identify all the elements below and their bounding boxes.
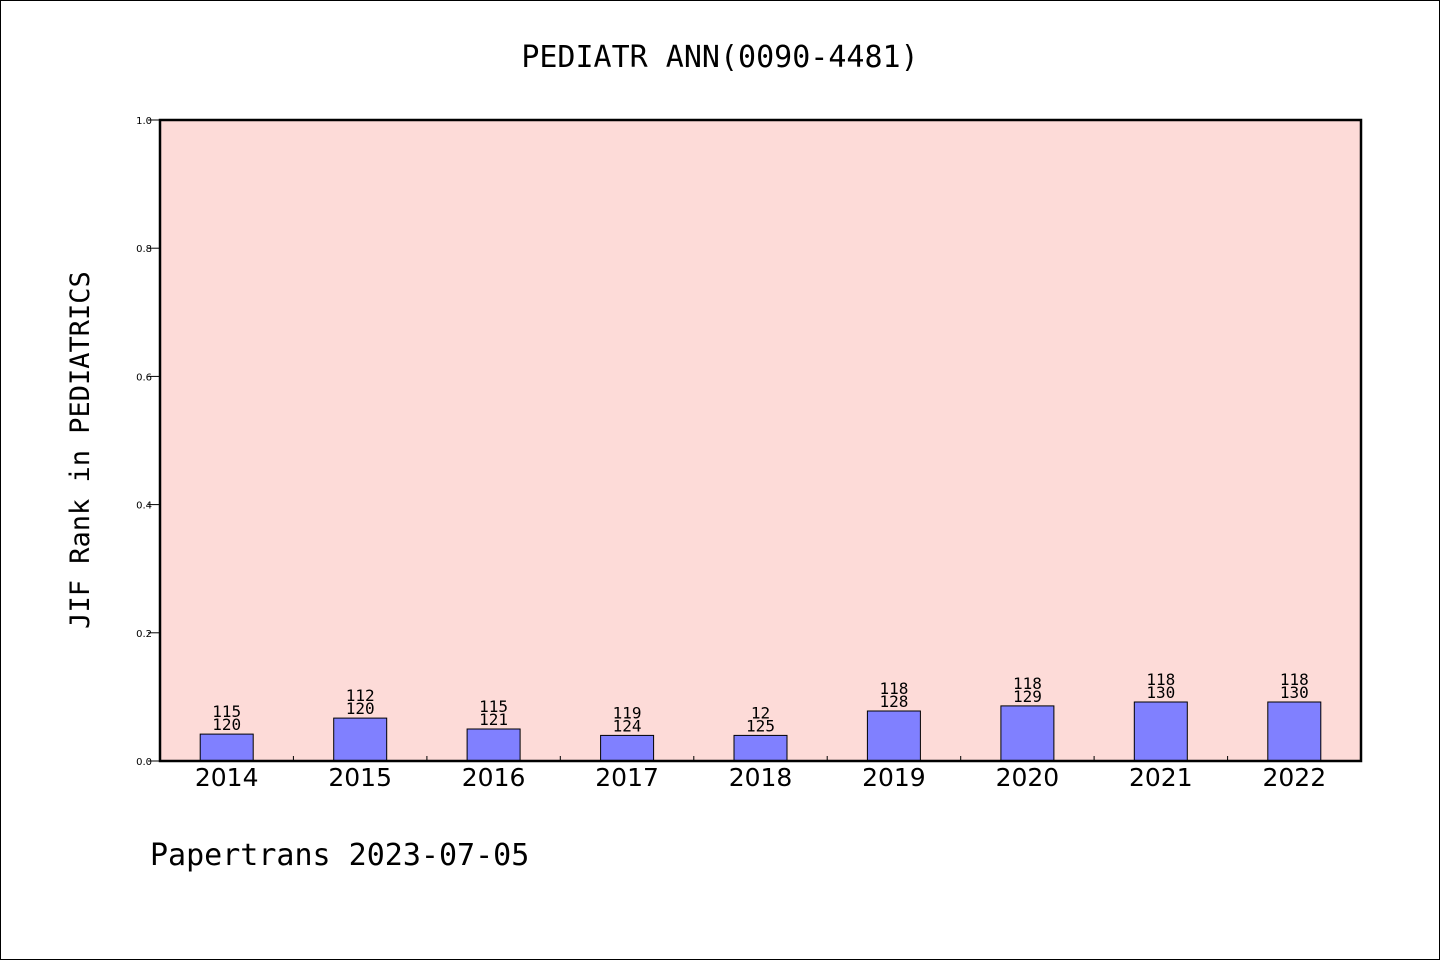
bar-label-top-2021: 118 bbox=[1146, 670, 1175, 689]
bar-label-top-2018: 12 bbox=[751, 703, 770, 722]
y-tick-label-1.0: 1.0 bbox=[136, 116, 152, 127]
bar-label-bottom-2019: 128 bbox=[879, 692, 908, 711]
plot-area bbox=[160, 120, 1361, 761]
bar-label-top-2015: 112 bbox=[346, 686, 375, 705]
bar-label-top-2017: 119 bbox=[613, 703, 642, 722]
y-tick-label-0.4: 0.4 bbox=[136, 501, 152, 512]
y-axis-label: JIF Rank in PEDIATRICS bbox=[65, 271, 96, 629]
bar-label-bottom-2015: 120 bbox=[346, 699, 375, 718]
y-tick-label-0.0: 0.0 bbox=[136, 757, 152, 768]
bar-2019 bbox=[866, 710, 921, 762]
y-tick-label-0.8: 0.8 bbox=[136, 244, 152, 255]
bar-label-bottom-2022: 130 bbox=[1280, 683, 1309, 702]
x-tick-label-2017: 2017 bbox=[595, 763, 659, 792]
bar-2022 bbox=[1267, 701, 1322, 762]
x-axis: 2014 2015 2016 2017 2018 2019 2020 2021 2022 bbox=[195, 756, 1326, 792]
bar-label-bottom-2018: 125 bbox=[746, 716, 775, 735]
bar-label-bottom-2020: 129 bbox=[1013, 687, 1042, 706]
bar-label-bottom-2021: 130 bbox=[1146, 683, 1175, 702]
bar-2021 bbox=[1133, 701, 1188, 762]
y-axis: 0.0 0.2 0.4 0.6 0.8 1.0 bbox=[136, 116, 160, 768]
bar-label-top-2014: 115 bbox=[212, 702, 241, 721]
bar-2016 bbox=[466, 728, 521, 762]
footer-credit: Papertrans 2023-07-05 bbox=[150, 838, 529, 873]
x-tick-label-2021: 2021 bbox=[1129, 763, 1193, 792]
bar-2018 bbox=[733, 734, 788, 762]
bar-label-bottom-2016: 121 bbox=[479, 710, 508, 729]
y-tick-label-0.6: 0.6 bbox=[136, 372, 152, 383]
bar-label-bottom-2014: 120 bbox=[212, 715, 241, 734]
bar-label-top-2016: 115 bbox=[479, 697, 508, 716]
bar-2014 bbox=[199, 733, 254, 762]
plot-border bbox=[158, 118, 1363, 763]
bar-label-bottom-2017: 124 bbox=[613, 716, 642, 735]
bar-2020 bbox=[1000, 705, 1055, 762]
x-tick-label-2014: 2014 bbox=[195, 763, 259, 792]
bar-label-top-2020: 118 bbox=[1013, 674, 1042, 693]
x-tick-label-2022: 2022 bbox=[1262, 763, 1326, 792]
x-tick-label-2019: 2019 bbox=[862, 763, 926, 792]
bar-label-top-2019: 118 bbox=[879, 679, 908, 698]
y-tick-label-0.2: 0.2 bbox=[136, 629, 152, 640]
x-tick-label-2016: 2016 bbox=[462, 763, 526, 792]
x-tick-label-2018: 2018 bbox=[729, 763, 793, 792]
x-tick-label-2015: 2015 bbox=[328, 763, 392, 792]
bar-2017 bbox=[600, 734, 655, 762]
chart-title: PEDIATR ANN(0090-4481) bbox=[521, 40, 918, 75]
bars-layer bbox=[199, 701, 1322, 762]
x-tick-label-2020: 2020 bbox=[996, 763, 1060, 792]
bar-label-top-2022: 118 bbox=[1280, 670, 1309, 689]
bar-2015 bbox=[333, 717, 388, 762]
